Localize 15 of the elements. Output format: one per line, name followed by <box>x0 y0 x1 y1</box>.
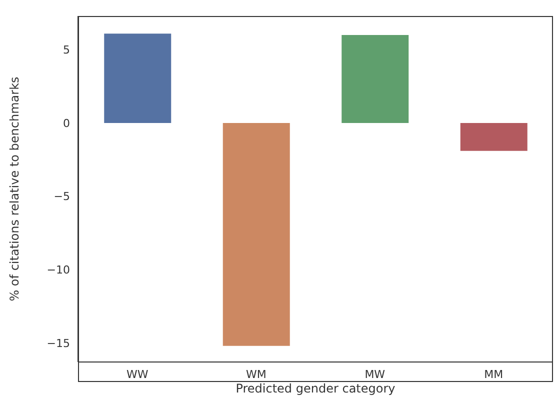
y-axis-title: % of citations relative to benchmarks <box>7 76 22 302</box>
bar <box>342 35 409 124</box>
y-tick-label: −15 <box>46 336 70 350</box>
bar <box>460 123 528 151</box>
y-tick-label: −10 <box>46 264 70 277</box>
y-tick-label: 0 <box>63 116 70 130</box>
x-tick-label: WM <box>246 368 266 381</box>
x-tick-label: MM <box>484 368 504 381</box>
y-tick-label: −5 <box>54 190 70 204</box>
y-tick-label: 5 <box>63 44 70 57</box>
bar <box>222 123 290 346</box>
x-tick-label: WW <box>126 368 148 381</box>
bar <box>104 34 172 124</box>
x-tick-label: MW <box>364 368 386 381</box>
x-axis-title: Predicted gender category <box>236 382 396 396</box>
